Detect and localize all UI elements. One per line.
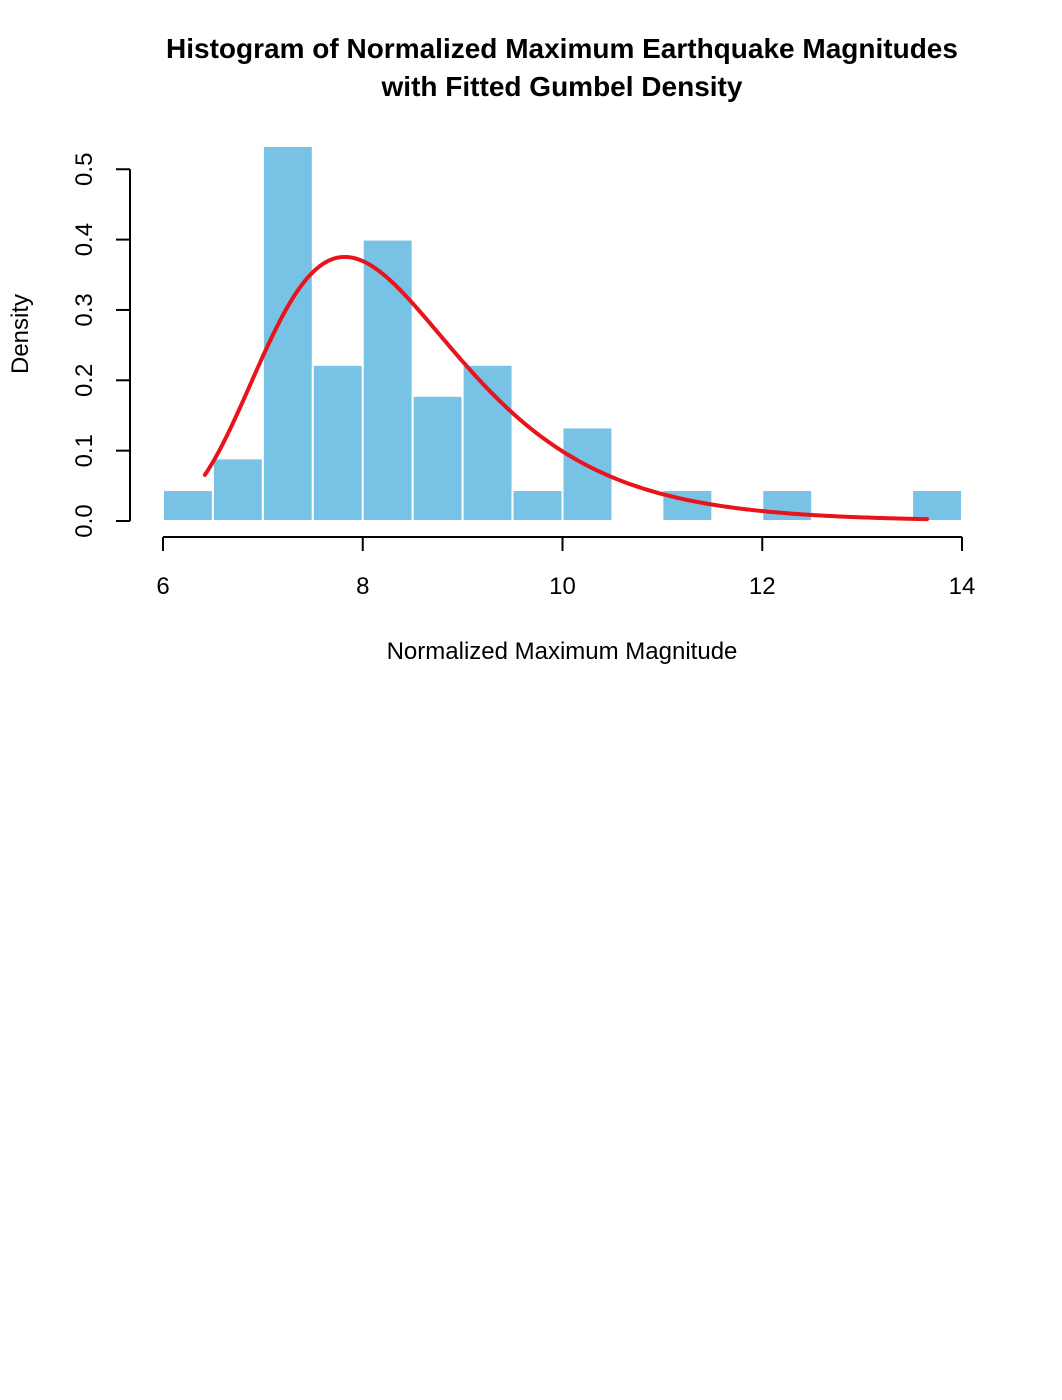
y-tick-label: 0.5	[71, 153, 98, 186]
x-axis: 6 8 10 12 14	[156, 536, 976, 600]
histogram-bar	[361, 238, 414, 522]
histogram-bars	[162, 145, 963, 523]
x-axis-label: Normalized Maximum Magnitude	[387, 638, 738, 665]
x-tick-label: 10	[549, 573, 576, 600]
gumbel-density-curve	[202, 254, 930, 522]
chart-subtitle: with Fitted Gumbel Density	[381, 71, 743, 102]
histogram-bar	[311, 363, 364, 522]
histogram-bar	[261, 145, 314, 523]
y-tick-label: 0.3	[71, 293, 98, 326]
y-tick-label: 0.1	[71, 434, 98, 467]
histogram-bar	[911, 489, 963, 522]
chart-title: Histogram of Normalized Maximum Earthqua…	[166, 33, 958, 64]
x-tick-label: 12	[749, 573, 776, 600]
histogram-bar	[162, 489, 214, 522]
histogram-bar	[411, 394, 464, 523]
y-axis-label: Density	[7, 294, 34, 374]
y-tick-label: 0.4	[71, 223, 98, 256]
histogram-bar	[511, 489, 564, 522]
y-tick-label: 0.2	[71, 364, 98, 397]
x-tick-label: 8	[356, 573, 369, 600]
x-tick-label: 6	[156, 573, 169, 600]
x-tick-label: 14	[949, 573, 976, 600]
y-tick-label: 0.0	[71, 504, 98, 537]
histogram-bar	[211, 457, 264, 522]
y-axis: 0.0 0.1 0.2 0.3 0.4 0.5	[71, 153, 131, 538]
